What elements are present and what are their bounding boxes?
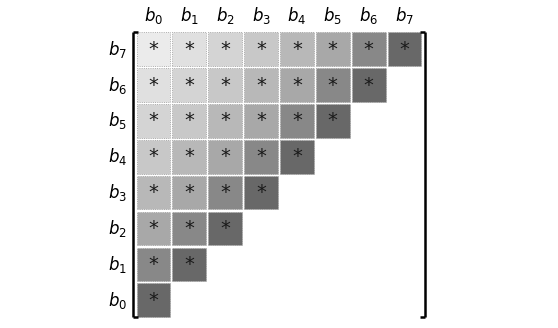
Text: $b_{3}$: $b_{3}$	[108, 182, 127, 203]
Text: *: *	[148, 112, 158, 131]
Bar	[208, 32, 242, 66]
Text: *: *	[148, 291, 158, 310]
Text: *: *	[220, 183, 230, 202]
Text: *: *	[184, 112, 194, 131]
Bar	[137, 104, 170, 138]
Text: *: *	[148, 183, 158, 202]
Text: *: *	[256, 40, 266, 59]
Text: *: *	[364, 40, 374, 59]
Text: $b_{0}$: $b_{0}$	[144, 5, 163, 26]
Bar	[172, 248, 206, 281]
Text: $b_{4}$: $b_{4}$	[287, 5, 306, 26]
Text: $b_{1}$: $b_{1}$	[108, 254, 127, 275]
Bar	[172, 68, 206, 102]
Text: $b_{1}$: $b_{1}$	[180, 5, 199, 26]
Bar	[352, 32, 386, 66]
Bar	[244, 140, 278, 174]
Bar	[244, 176, 278, 210]
Bar	[280, 104, 314, 138]
Bar	[137, 32, 170, 66]
Text: *: *	[148, 255, 158, 274]
Text: *: *	[148, 75, 158, 94]
Bar	[172, 104, 206, 138]
Bar	[137, 140, 170, 174]
Text: $b_{6}$: $b_{6}$	[108, 74, 127, 95]
Bar	[280, 32, 314, 66]
Bar	[208, 68, 242, 102]
Bar	[208, 140, 242, 174]
Bar	[316, 32, 350, 66]
Bar	[316, 68, 350, 102]
Text: *: *	[256, 75, 266, 94]
Text: *: *	[184, 183, 194, 202]
Text: *: *	[220, 40, 230, 59]
Bar	[172, 212, 206, 245]
Bar	[244, 104, 278, 138]
Text: $b_{7}$: $b_{7}$	[108, 39, 127, 60]
Text: *: *	[328, 40, 338, 59]
Text: *: *	[220, 112, 230, 131]
Bar	[280, 140, 314, 174]
Text: *: *	[256, 183, 266, 202]
Text: *: *	[148, 219, 158, 238]
Text: *: *	[184, 40, 194, 59]
Bar	[208, 104, 242, 138]
Bar	[137, 283, 170, 317]
Bar	[172, 176, 206, 210]
Text: $b_{3}$: $b_{3}$	[252, 5, 271, 26]
Bar	[172, 140, 206, 174]
Text: *: *	[184, 219, 194, 238]
Text: *: *	[292, 147, 302, 166]
Bar	[316, 104, 350, 138]
Text: *: *	[256, 147, 266, 166]
Text: *: *	[292, 40, 302, 59]
Text: $b_{6}$: $b_{6}$	[359, 5, 378, 26]
Text: *: *	[220, 75, 230, 94]
Text: *: *	[328, 112, 338, 131]
Text: *: *	[364, 75, 374, 94]
Bar	[352, 68, 386, 102]
Bar	[388, 32, 421, 66]
Text: $b_{4}$: $b_{4}$	[108, 146, 127, 167]
Text: *: *	[148, 40, 158, 59]
Bar	[137, 176, 170, 210]
Text: *: *	[256, 112, 266, 131]
Text: *: *	[220, 147, 230, 166]
Bar	[172, 32, 206, 66]
Text: *: *	[184, 255, 194, 274]
Text: $b_{0}$: $b_{0}$	[108, 290, 127, 311]
Text: *: *	[184, 75, 194, 94]
Bar	[208, 212, 242, 245]
Bar	[208, 176, 242, 210]
Bar	[280, 68, 314, 102]
Bar	[137, 212, 170, 245]
Text: $b_{5}$: $b_{5}$	[108, 111, 127, 132]
Bar	[244, 32, 278, 66]
Text: *: *	[184, 147, 194, 166]
Text: $b_{7}$: $b_{7}$	[395, 5, 414, 26]
Text: $b_{2}$: $b_{2}$	[216, 5, 234, 26]
Text: $b_{5}$: $b_{5}$	[323, 5, 342, 26]
Text: $b_{2}$: $b_{2}$	[108, 218, 127, 239]
Bar	[137, 248, 170, 281]
Bar	[244, 68, 278, 102]
Text: *: *	[220, 219, 230, 238]
Bar	[137, 68, 170, 102]
Text: *: *	[292, 112, 302, 131]
Text: *: *	[328, 75, 338, 94]
Text: *: *	[400, 40, 410, 59]
Text: *: *	[292, 75, 302, 94]
Text: *: *	[148, 147, 158, 166]
